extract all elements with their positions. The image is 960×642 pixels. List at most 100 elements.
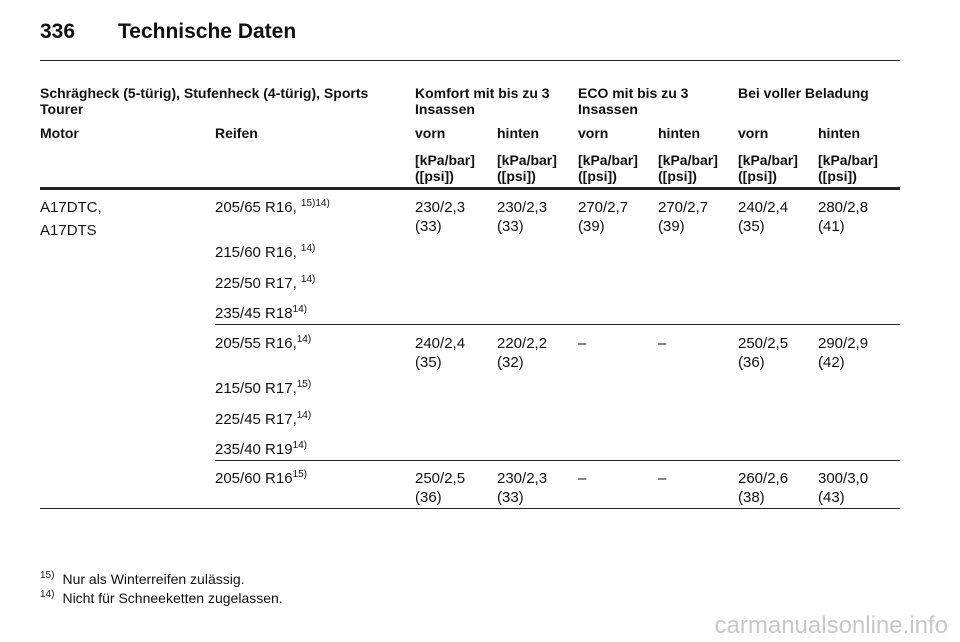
pressure-cell: 260/2,6 (38)	[738, 469, 788, 507]
pressure-cell: 240/2,4 (35)	[415, 334, 465, 372]
pressure-cell: 240/2,4 (35)	[738, 198, 788, 236]
tire-size: 225/45 R17,	[215, 411, 297, 428]
pressure-cell: 230/2,3 (33)	[497, 469, 547, 507]
pressure-line: (35)	[415, 354, 442, 371]
pressure-line: –	[658, 470, 667, 487]
tire-size: 205/65 R16,	[215, 199, 301, 216]
pressure-cell: –	[658, 334, 666, 353]
pressure-cell: –	[578, 469, 586, 488]
pressure-line: 270/2,7	[578, 199, 629, 216]
pressure-line: (35)	[738, 218, 765, 235]
pressure-line: (39)	[658, 218, 685, 235]
footnote-text: Nur als Winterreifen zulässig.	[62, 571, 245, 587]
pressure-cell: 250/2,5 (36)	[738, 334, 788, 372]
column-header: vorn	[415, 125, 446, 141]
unit-header: [kPa/bar] ([psi])	[818, 152, 878, 184]
tire-size: 205/55 R16,	[215, 335, 297, 352]
pressure-line: –	[658, 335, 667, 352]
rule	[40, 508, 900, 509]
pressure-cell: 230/2,3 (33)	[497, 198, 547, 236]
pressure-line: 230/2,3	[497, 470, 548, 487]
tire-size: 225/50 R17,	[215, 275, 301, 292]
tire-size: 215/60 R16,	[215, 244, 301, 261]
pressure-line: 300/3,0	[818, 470, 869, 487]
pressure-line: (32)	[497, 354, 524, 371]
pressure-line: (33)	[497, 489, 524, 506]
tire: 205/55 R16,14)	[215, 334, 311, 353]
footnote-text: Nicht für Schneeketten zugelassen.	[62, 590, 283, 606]
tire: 205/60 R1615)	[215, 469, 307, 488]
motor: A17DTC,	[40, 199, 102, 216]
tire: 215/50 R17,15)	[215, 379, 311, 398]
tire: 225/45 R17,14)	[215, 410, 311, 429]
tire-size: 235/40 R19	[215, 441, 293, 458]
pressure-cell: 280/2,8 (41)	[818, 198, 868, 236]
tire: 235/45 R1814)	[215, 304, 307, 323]
tire: 205/65 R16, 15)14)	[215, 198, 330, 217]
page-title: Technische Daten	[118, 20, 297, 43]
pressure-cell: 220/2,2 (32)	[497, 334, 547, 372]
pressure-cell: 250/2,5 (36)	[415, 469, 465, 507]
group-header: Komfort mit bis zu 3 Insassen	[415, 85, 550, 117]
pressure-cell: 270/2,7 (39)	[658, 198, 708, 236]
group-header: ECO mit bis zu 3 Insassen	[578, 85, 689, 117]
column-header: hinten	[818, 125, 860, 141]
pressure-cell: 300/3,0 (43)	[818, 469, 868, 507]
column-header: hinten	[658, 125, 700, 141]
pressure-line: (43)	[818, 489, 845, 506]
footnote-ref: 14)	[296, 334, 312, 345]
column-header: vorn	[578, 125, 609, 141]
column-header: Motor	[40, 125, 79, 141]
rule	[40, 187, 900, 190]
tire: 215/60 R16, 14)	[215, 243, 315, 262]
pressure-cell: –	[578, 334, 586, 353]
pressure-line: (38)	[738, 489, 765, 506]
group-header: Bei voller Beladung	[738, 85, 869, 101]
unit-header: [kPa/bar] ([psi])	[738, 152, 798, 184]
tire: 235/40 R1914)	[215, 440, 307, 459]
pressure-cell: –	[658, 469, 666, 488]
pressure-cell: 290/2,9 (42)	[818, 334, 868, 372]
pressure-line: (33)	[497, 218, 524, 235]
footnote-mark: 14)	[40, 589, 55, 600]
pressure-cell: 270/2,7 (39)	[578, 198, 628, 236]
motor: A17DTS	[40, 222, 97, 239]
footnote-ref: 14)	[292, 304, 308, 315]
unit-header: [kPa/bar] ([psi])	[497, 152, 557, 184]
pressure-line: (36)	[738, 354, 765, 371]
tire-size: 235/45 R18	[215, 305, 293, 322]
pressure-line: 220/2,2	[497, 335, 548, 352]
unit-header: [kPa/bar] ([psi])	[415, 152, 475, 184]
pressure-line: (42)	[818, 354, 845, 371]
footnote-mark: 15)	[40, 570, 55, 581]
rule	[215, 460, 900, 461]
tire-size: 215/50 R17,	[215, 380, 297, 397]
footnote: 14) Nicht für Schneeketten zugelassen.	[40, 589, 283, 608]
unit-header: [kPa/bar] ([psi])	[658, 152, 718, 184]
group-header: Schrägheck (5-türig), Stufenheck (4-türi…	[40, 85, 369, 117]
pressure-line: (36)	[415, 489, 442, 506]
tire-size: 205/60 R16	[215, 470, 293, 487]
pressure-line: 250/2,5	[415, 470, 466, 487]
pressure-line: (41)	[818, 218, 845, 235]
pressure-line: 280/2,8	[818, 199, 869, 216]
rule	[215, 324, 900, 325]
column-header: vorn	[738, 125, 769, 141]
pressure-line: –	[578, 335, 587, 352]
pressure-line: 270/2,7	[658, 199, 709, 216]
footnote-ref: 14)	[300, 243, 316, 254]
pressure-line: 230/2,3	[415, 199, 466, 216]
pressure-cell: 230/2,3 (33)	[415, 198, 465, 236]
footnote: 15) Nur als Winterreifen zulässig.	[40, 570, 245, 589]
footnote-ref: 15)14)	[300, 198, 330, 209]
pressure-line: 260/2,6	[738, 470, 789, 487]
watermark: carmanualsonline.info	[714, 612, 948, 639]
rule	[40, 60, 900, 61]
footnote-ref: 15)	[296, 379, 312, 390]
pressure-line: 290/2,9	[818, 335, 869, 352]
pressure-line: 230/2,3	[497, 199, 548, 216]
pressure-line: –	[578, 470, 587, 487]
pressure-line: 240/2,4	[738, 199, 789, 216]
